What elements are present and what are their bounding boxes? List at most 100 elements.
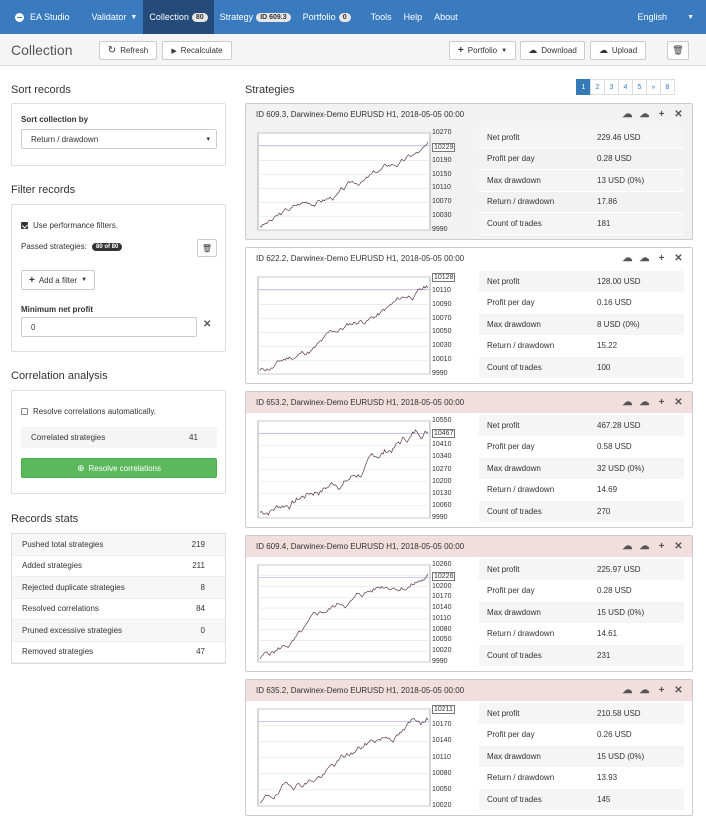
y-tick-label: 9990 [432,370,448,377]
min-net-profit-input[interactable]: 0 [21,317,197,337]
cloud-download-icon[interactable]: ☁ [622,541,633,552]
balance-marker-label: 10128 [432,273,456,282]
strategy-card[interactable]: ID 609.3, Darwinex-Demo EURUSD H1, 2018-… [245,103,693,240]
refresh-button[interactable]: ↻ Refresh [99,41,157,60]
plus-icon[interactable]: + [658,109,665,120]
page-link[interactable]: 5 [632,79,647,95]
download-button[interactable]: ☁ Download [520,41,585,60]
sort-select[interactable]: Return / drawdown ▾ [21,129,217,149]
metric-value: 225.97 USD [597,564,641,574]
play-icon: ▶ [171,47,177,55]
correlated-row: Correlated strategies 41 [21,427,217,448]
page-toolbar: Collection ↻ Refresh ▶ Recalculate + Portfo… [0,34,706,66]
nav-tools[interactable]: Tools [370,12,392,22]
plus-icon[interactable]: + [658,253,665,264]
plus-icon[interactable]: + [658,685,665,696]
metric-row: Max drawdown 32 USD (0%) [479,458,684,480]
add-filter-button[interactable]: + Add a filter ▼ [21,270,95,290]
metric-row: Count of trades 100 [479,357,684,379]
cloud-download-icon[interactable]: ☁ [622,685,633,696]
nav-validator[interactable]: Validator ▼ [86,0,144,34]
trash-button[interactable]: 🗑 [667,41,689,60]
nav-collection[interactable]: Collection 80 [143,0,214,34]
remove-filter-icon[interactable]: ✕ [203,319,212,330]
balance-marker-label: 10229 [432,142,456,152]
balance-chart [257,708,431,807]
metric-value: 0.28 USD [597,586,632,596]
page-next-link[interactable]: » [646,79,661,95]
close-icon[interactable]: ✕ [674,541,683,552]
language-menu[interactable]: English ▼ [638,0,694,34]
cloud-upload-icon[interactable]: ☁ [639,685,650,696]
minus-circle-icon [15,12,24,22]
metric-row: Net profit 229.46 USD [479,127,684,149]
metric-label: Return / drawdown [487,341,555,351]
metric-value: 0.16 USD [597,298,632,308]
metric-label: Return / drawdown [487,629,555,639]
upload-button[interactable]: ☁ Upload [590,41,646,60]
balance-chart [257,132,431,231]
metric-label: Profit per day [487,154,535,164]
strategy-card[interactable]: ID 653.2, Darwinex-Demo EURUSD H1, 2018-… [245,391,693,528]
nav-help[interactable]: Help [403,12,423,22]
use-filters-label: Use performance filters. [33,221,118,230]
resolve-auto-checkbox[interactable] [21,408,28,415]
page-link[interactable]: 3 [604,79,619,95]
strategy-card[interactable]: ID 635.2, Darwinex-Demo EURUSD H1, 2018-… [245,679,693,816]
page-link[interactable]: 1 [576,79,591,95]
resolve-auto-label: Resolve correlations automatically. [33,407,157,416]
close-icon[interactable]: ✕ [674,685,683,696]
stats-heading: Records stats [11,513,79,525]
metric-label: Count of trades [487,362,542,372]
recalculate-button[interactable]: ▶ Recalculate [162,41,232,60]
page-link[interactable]: 4 [618,79,633,95]
sort-label: Sort collection by [21,115,89,124]
plus-icon[interactable]: + [658,541,665,552]
cloud-download-icon[interactable]: ☁ [622,109,633,120]
page-title: Collection [11,42,73,58]
stat-label: Added strategies [22,561,83,571]
caret-down-icon: ▾ [206,136,210,143]
metric-value: 15 USD (0%) [597,607,645,617]
metric-label: Profit per day [487,442,535,452]
metric-row: Net profit 210.58 USD [479,703,684,725]
stat-value: 211 [192,561,205,571]
use-filters-checkbox[interactable] [21,222,28,229]
strategy-title: ID 609.4, Darwinex-Demo EURUSD H1, 2018-… [246,536,692,557]
close-icon[interactable]: ✕ [674,397,683,408]
strategy-card[interactable]: ID 622.2, Darwinex-Demo EURUSD H1, 2018-… [245,247,693,384]
plus-icon[interactable]: + [658,397,665,408]
portfolio-dropdown-button[interactable]: + Portfolio ▼ [449,41,516,60]
strategy-card[interactable]: ID 609.4, Darwinex-Demo EURUSD H1, 2018-… [245,535,693,672]
page-link[interactable]: 2 [590,79,605,95]
caret-down-icon: ▼ [130,13,138,21]
y-tick-label: 10550 [432,417,452,424]
close-icon[interactable]: ✕ [674,253,683,264]
sort-heading: Sort records [11,84,71,96]
app-brand[interactable]: EA Studio [0,0,76,34]
balance-line [259,141,429,228]
cloud-upload-icon[interactable]: ☁ [639,397,650,408]
clear-filters-button[interactable]: 🗑 [197,239,217,257]
cloud-download-icon[interactable]: ☁ [622,253,633,264]
cloud-download-icon[interactable]: ☁ [622,397,633,408]
cloud-upload-icon[interactable]: ☁ [639,253,650,264]
y-tick-label: 9990 [432,226,448,233]
cloud-upload-icon[interactable]: ☁ [639,109,650,120]
metric-label: Return / drawdown [487,197,555,207]
nav-portfolio[interactable]: Portfolio 0 [297,0,357,34]
resolve-correlations-label: Resolve correlations [88,463,162,473]
nav-strategy[interactable]: Strategy ID 609.3 [214,0,297,34]
metric-label: Count of trades [487,650,542,660]
close-icon[interactable]: ✕ [674,109,683,120]
metric-value: 270 [597,506,611,516]
resolve-correlations-button[interactable]: ⊕ Resolve correlations [21,458,217,478]
metric-label: Return / drawdown [487,773,555,783]
metric-value: 0.26 USD [597,730,632,740]
page-link[interactable]: 8 [660,79,675,95]
stat-label: Removed strategies [22,647,94,657]
passed-badge: 80 of 80 [92,243,123,251]
nav-about[interactable]: About [434,12,458,22]
cloud-upload-icon[interactable]: ☁ [639,541,650,552]
metric-value: 14.69 [597,485,618,495]
